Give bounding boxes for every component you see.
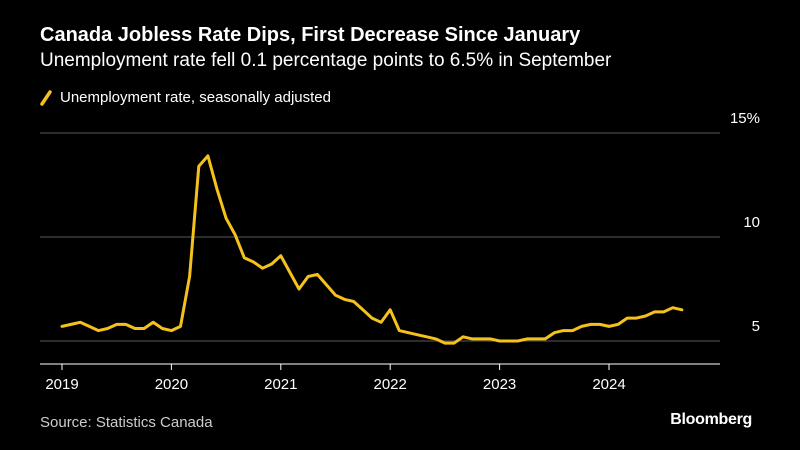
y-tick-label: 5 bbox=[752, 318, 760, 335]
x-tick-label: 2020 bbox=[155, 376, 188, 393]
bloomberg-logo: Bloomberg bbox=[670, 411, 752, 428]
chart-title: Canada Jobless Rate Dips, First Decrease… bbox=[40, 24, 581, 46]
y-axis-labels: 5 10 15% bbox=[730, 110, 760, 335]
series-layer bbox=[60, 154, 684, 345]
x-tick-label: 2022 bbox=[374, 376, 407, 393]
x-tick-label: 2023 bbox=[483, 376, 516, 393]
legend-label: Unemployment rate, seasonally adjusted bbox=[60, 89, 331, 106]
gridlines bbox=[40, 132, 720, 342]
x-tick-label: 2024 bbox=[592, 376, 625, 393]
source-note: Source: Statistics Canada bbox=[40, 414, 213, 431]
y-tick-label: 15% bbox=[730, 110, 760, 127]
y-tick-label: 10 bbox=[743, 214, 760, 231]
x-axis-labels: 2019 2020 2021 2022 2023 2024 bbox=[45, 376, 625, 393]
x-axis bbox=[40, 363, 720, 370]
chart-subtitle: Unemployment rate fell 0.1 percentage po… bbox=[40, 50, 612, 71]
series-line-unemployment-rate bbox=[60, 154, 684, 345]
chart-legend: Unemployment rate, seasonally adjusted bbox=[40, 89, 331, 106]
legend-line-swatch-icon bbox=[40, 89, 52, 106]
x-tick-label: 2021 bbox=[264, 376, 297, 393]
x-tick-label: 2019 bbox=[45, 376, 78, 393]
